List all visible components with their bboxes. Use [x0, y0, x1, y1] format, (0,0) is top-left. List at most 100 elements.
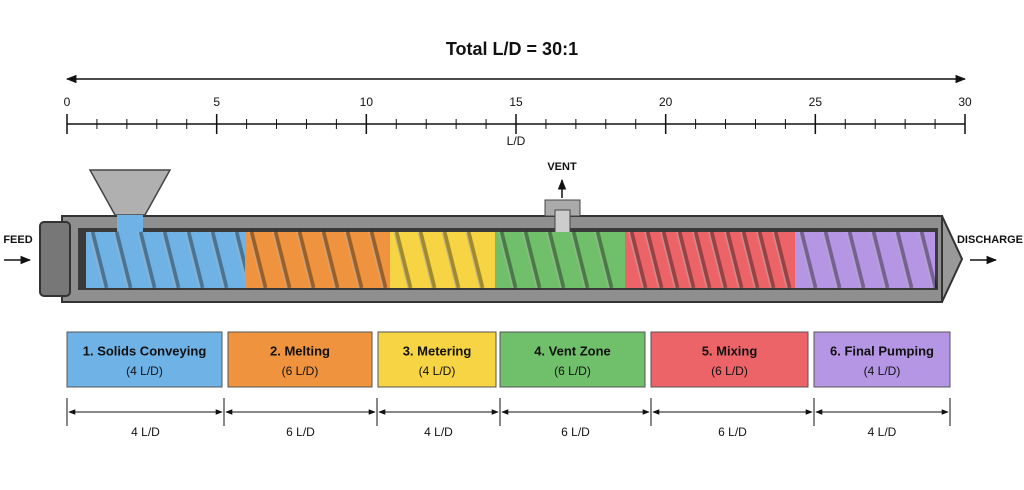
screw-flight-highlight	[296, 231, 312, 289]
dimension-label: 6 L/D	[718, 425, 747, 439]
ruler-tick-label: 15	[509, 95, 523, 109]
screw-flight-highlight	[89, 231, 105, 289]
screw-flight-highlight	[344, 231, 360, 289]
screw-section	[245, 232, 390, 288]
zone-detail: (4 L/D)	[126, 364, 163, 378]
ruler-tick-label: 20	[659, 95, 673, 109]
screw-flight	[498, 231, 518, 289]
dimension-label: 4 L/D	[868, 425, 897, 439]
screw-flight	[89, 231, 109, 289]
drive-end	[39, 221, 71, 297]
screw-flight	[417, 231, 437, 289]
ruler-label: L/D	[507, 134, 526, 148]
screw-flight	[740, 231, 760, 289]
screw-flight-highlight	[441, 231, 457, 289]
screw-flight	[522, 231, 542, 289]
screw-flight	[320, 231, 340, 289]
dynamic: 0 5 10 15 20 25 30 1. Solids Conveying (4 L/D) 4 …	[64, 95, 972, 439]
zone-box	[377, 331, 497, 388]
screw-flight-highlight	[546, 231, 562, 289]
screw-flight	[798, 231, 818, 289]
screw-section	[795, 232, 935, 288]
screw-flight	[594, 231, 614, 289]
screw-flight-highlight	[692, 231, 708, 289]
screw-flight-highlight	[918, 231, 934, 289]
screw-flight-highlight	[248, 231, 264, 289]
screw-flight	[846, 231, 866, 289]
screw-flight	[393, 231, 413, 289]
screw-flight	[248, 231, 268, 289]
screw-flight-highlight	[660, 231, 676, 289]
screw-flight-highlight	[740, 231, 756, 289]
screw-flight-highlight	[846, 231, 862, 289]
screw-flight-highlight	[870, 231, 886, 289]
screw-flight	[692, 231, 712, 289]
screw-flight	[708, 231, 728, 289]
screw-flight-highlight	[209, 231, 225, 289]
ruler-tick-label: 5	[213, 95, 220, 109]
screw-flight	[894, 231, 914, 289]
screw-flight	[546, 231, 566, 289]
screw-flight	[918, 231, 938, 289]
dimension-label: 4 L/D	[424, 425, 453, 439]
screw-flight	[822, 231, 842, 289]
screw-flight	[676, 231, 696, 289]
screw-flight	[660, 231, 680, 289]
screw-section	[86, 232, 245, 288]
zone-detail: (4 L/D)	[419, 364, 456, 378]
screw-flight-highlight	[822, 231, 838, 289]
screw-flight	[570, 231, 590, 289]
screw-flight	[465, 231, 485, 289]
screw-section	[390, 232, 495, 288]
zone-box	[499, 331, 646, 388]
screw-flight-highlight	[724, 231, 740, 289]
title: Total L/D = 30:1	[446, 39, 578, 59]
screw-flight	[113, 231, 133, 289]
ruler-tick-label: 0	[64, 95, 71, 109]
screw-flight-highlight	[113, 231, 129, 289]
screw-flight-highlight	[798, 231, 814, 289]
zone-box	[650, 331, 809, 388]
screw-flight	[724, 231, 744, 289]
screw-flight	[137, 231, 157, 289]
screw-flight-highlight	[628, 231, 644, 289]
screw-flight-highlight	[708, 231, 724, 289]
vent-label: VENT	[547, 161, 577, 173]
screw-flight-highlight	[756, 231, 772, 289]
screw-flight-highlight	[417, 231, 433, 289]
screw-flight-highlight	[320, 231, 336, 289]
zone-box	[66, 331, 223, 388]
dimension-label: 4 L/D	[131, 425, 160, 439]
screw-flight	[209, 231, 229, 289]
screw-flight	[870, 231, 890, 289]
screw-flight	[161, 231, 181, 289]
ruler-tick-label: 10	[360, 95, 374, 109]
zone-detail: (6 L/D)	[282, 364, 319, 378]
screw-flight-highlight	[272, 231, 288, 289]
screw-flight	[772, 231, 792, 289]
zone-name: 5. Mixing	[702, 343, 758, 358]
screw-flight-highlight	[137, 231, 153, 289]
screw-flight	[296, 231, 316, 289]
hopper	[88, 169, 172, 216]
ruler-tick-label: 30	[958, 95, 972, 109]
screw-flight	[441, 231, 461, 289]
screw-flight	[185, 231, 205, 289]
zone-detail: (4 L/D)	[864, 364, 901, 378]
feed-label: FEED	[3, 234, 32, 246]
screw-flight-highlight	[522, 231, 538, 289]
dimension-label: 6 L/D	[286, 425, 315, 439]
screw-flight	[756, 231, 776, 289]
screw-section	[495, 232, 625, 288]
discharge-label: DISCHARGE	[957, 234, 1023, 246]
ruler-tick-label: 25	[809, 95, 823, 109]
screw-flight	[368, 231, 388, 289]
screw-flight-highlight	[161, 231, 177, 289]
zone-name: 2. Melting	[270, 343, 330, 358]
zone-detail: (6 L/D)	[554, 364, 591, 378]
screw-flight-highlight	[570, 231, 586, 289]
zone-name: 3. Metering	[403, 343, 472, 358]
screw-section	[625, 232, 795, 288]
screw-flight-highlight	[594, 231, 610, 289]
